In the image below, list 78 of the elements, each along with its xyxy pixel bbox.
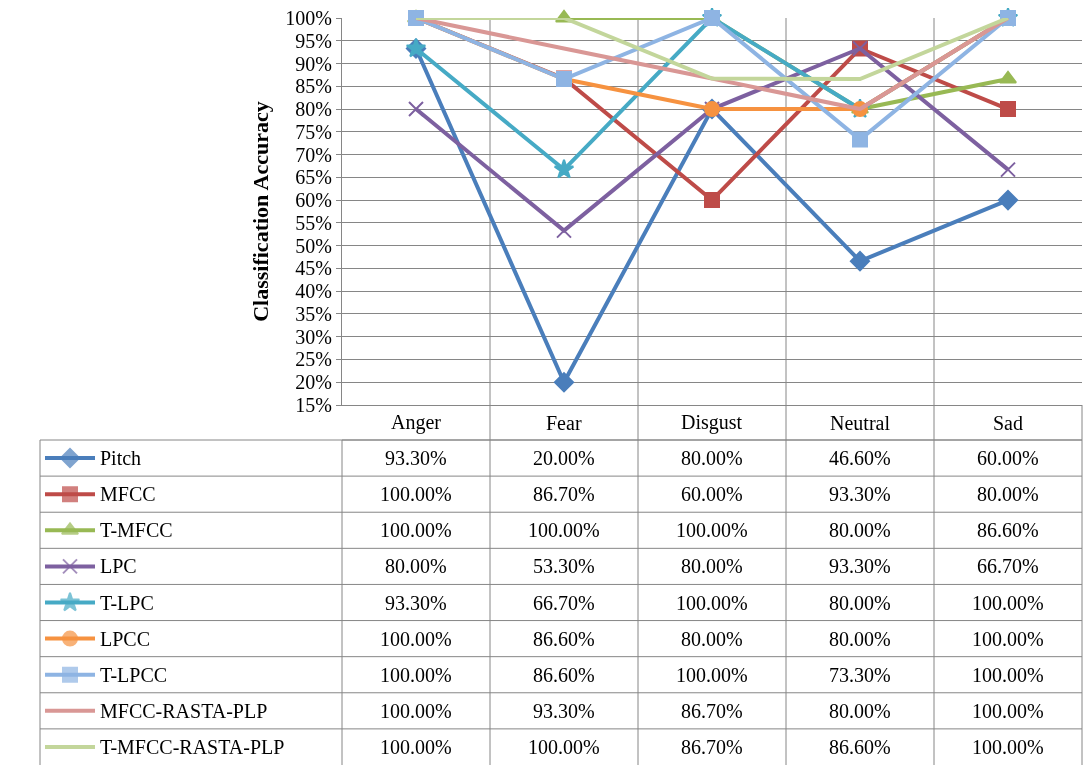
data-label: 80.00%: [829, 628, 891, 650]
data-label: 93.30%: [829, 555, 891, 577]
data-label: 100.00%: [380, 519, 452, 541]
legend-label: MFCC: [100, 483, 156, 505]
data-label: 86.70%: [681, 736, 743, 758]
data-label: 100.00%: [972, 592, 1044, 614]
data-label: 100.00%: [528, 736, 600, 758]
x-tick-label: Neutral: [830, 412, 891, 434]
y-tick-label: 50%: [295, 234, 332, 257]
legend-label: T-LPC: [100, 592, 154, 614]
legend-label: LPC: [100, 555, 137, 577]
y-tick-label: 70%: [295, 143, 332, 166]
data-label: 80.00%: [385, 555, 447, 577]
data-label: 80.00%: [681, 628, 743, 650]
y-tick-label: 25%: [295, 348, 332, 371]
y-tick-label: 95%: [295, 29, 332, 52]
legend-label: MFCC-RASTA-PLP: [100, 700, 268, 722]
y-tick-label: 65%: [295, 166, 332, 189]
data-label: 93.30%: [829, 483, 891, 505]
data-label: 73.30%: [829, 664, 891, 686]
data-label: 100.00%: [676, 519, 748, 541]
legend-label: T-LPCC: [100, 664, 168, 686]
y-tick-label: 55%: [295, 211, 332, 234]
data-label: 100.00%: [972, 628, 1044, 650]
x-tick-label: Fear: [546, 412, 582, 434]
data-label: 100.00%: [380, 700, 452, 722]
data-label: 100.00%: [676, 592, 748, 614]
data-label: 60.00%: [977, 447, 1039, 469]
legend-label: T-MFCC-RASTA-PLP: [100, 736, 285, 758]
y-tick-label: 100%: [285, 7, 332, 29]
data-label: 86.60%: [533, 664, 595, 686]
data-label: 46.60%: [829, 447, 891, 469]
y-tick-label: 45%: [295, 257, 332, 280]
data-label: 100.00%: [972, 736, 1044, 758]
data-label: 80.00%: [681, 447, 743, 469]
data-label: 93.30%: [385, 447, 447, 469]
data-label: 66.70%: [977, 555, 1039, 577]
y-tick-label: 30%: [295, 325, 332, 348]
data-label: 100.00%: [380, 664, 452, 686]
y-tick-label: 35%: [295, 302, 332, 325]
data-label: 93.30%: [385, 592, 447, 614]
data-label: 100.00%: [380, 736, 452, 758]
legend-label: Pitch: [100, 447, 142, 469]
y-tick-label: 15%: [295, 394, 332, 416]
data-label: 86.60%: [977, 519, 1039, 541]
data-label: 80.00%: [829, 700, 891, 722]
data-label: 86.60%: [533, 628, 595, 650]
data-label: 80.00%: [829, 592, 891, 614]
data-label: 100.00%: [380, 483, 452, 505]
legend-label: LPCC: [100, 628, 151, 650]
data-label: 80.00%: [829, 519, 891, 541]
x-tick-label: Sad: [993, 412, 1023, 434]
data-label: 100.00%: [380, 628, 452, 650]
data-label: 20.00%: [533, 447, 595, 469]
data-label: 66.70%: [533, 592, 595, 614]
data-label: 100.00%: [676, 664, 748, 686]
y-tick-label: 75%: [295, 120, 332, 143]
y-axis-title: Classification Accuracy: [248, 101, 274, 322]
legend-label: T-MFCC: [100, 519, 173, 541]
data-label: 86.70%: [681, 700, 743, 722]
y-tick-label: 80%: [295, 98, 332, 121]
x-tick-label: Disgust: [681, 411, 743, 434]
data-label: 100.00%: [528, 519, 600, 541]
data-label: 53.30%: [533, 555, 595, 577]
y-tick-label: 60%: [295, 189, 332, 212]
y-tick-label: 20%: [295, 371, 332, 394]
y-tick-label: 90%: [295, 52, 332, 75]
data-label: 80.00%: [681, 555, 743, 577]
data-label: 60.00%: [681, 483, 743, 505]
y-tick-label: 40%: [295, 280, 332, 303]
data-label: 100.00%: [972, 700, 1044, 722]
data-label: 93.30%: [533, 700, 595, 722]
x-tick-label: Anger: [391, 411, 442, 434]
y-tick-label: 85%: [295, 75, 332, 98]
data-label: 100.00%: [972, 664, 1044, 686]
data-label: 86.70%: [533, 483, 595, 505]
data-label: 86.60%: [829, 736, 891, 758]
data-label: 80.00%: [977, 483, 1039, 505]
